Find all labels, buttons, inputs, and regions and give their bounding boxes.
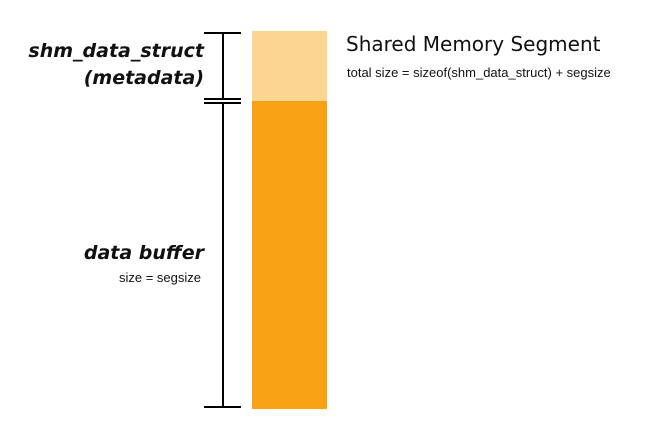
segment-title: Shared Memory Segment: [346, 32, 601, 56]
bracket-bottom-tick: [204, 406, 241, 408]
bracket-metadata-end-tick: [204, 98, 241, 100]
segment-total-size: total size = sizeof(shm_data_struct) + s…: [347, 65, 611, 80]
metadata-label: (metadata): [83, 67, 204, 89]
bracket-metadata-line: [222, 33, 224, 99]
metadata-struct-label: shm_data_struct: [28, 40, 204, 62]
bracket-buffer-line: [222, 103, 224, 407]
data-buffer-label: data buffer: [83, 242, 204, 264]
data-buffer-block: [252, 101, 327, 409]
data-buffer-size-label: size = segsize: [118, 270, 201, 285]
metadata-block: [252, 31, 327, 101]
